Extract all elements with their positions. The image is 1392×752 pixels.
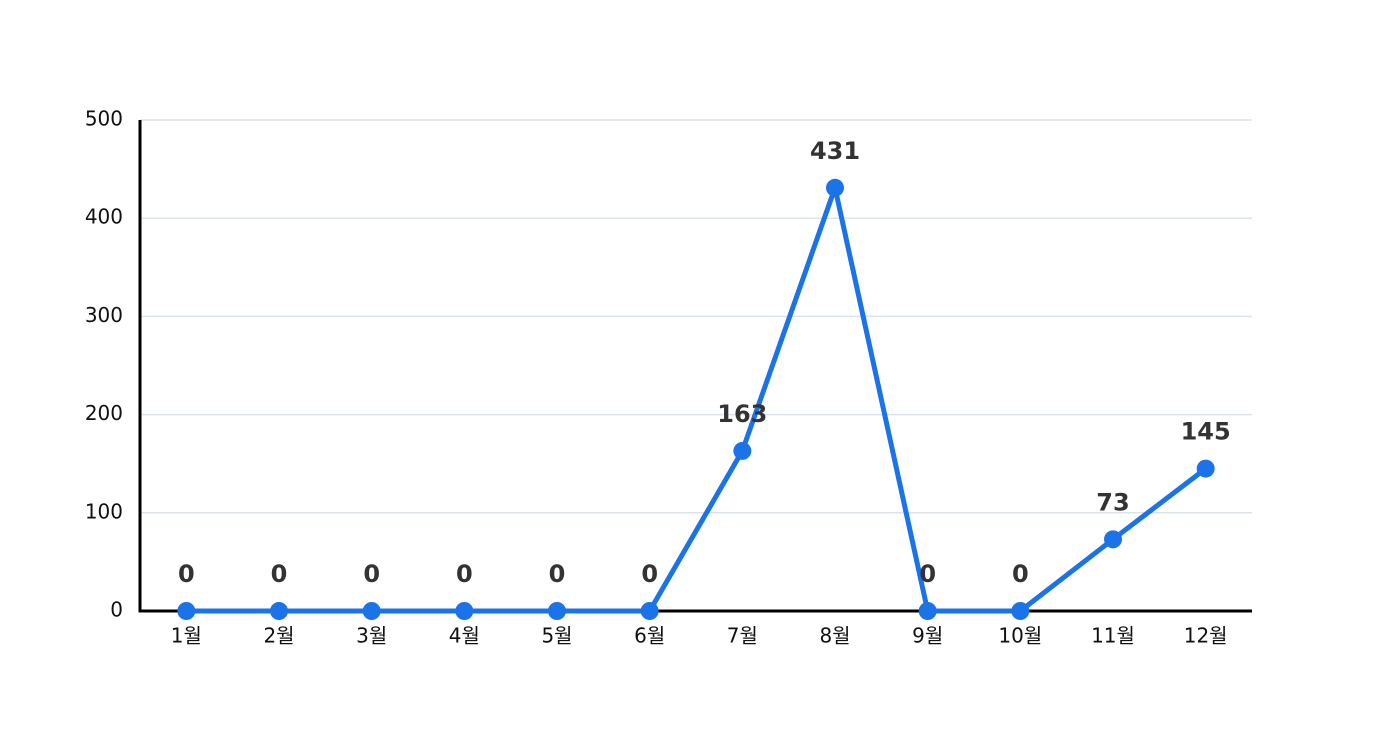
value-label: 0	[549, 560, 566, 588]
value-label: 0	[271, 560, 288, 588]
y-tick-label: 300	[85, 303, 123, 327]
y-tick-label: 100	[85, 499, 123, 523]
value-label: 431	[810, 137, 860, 165]
x-tick-label: 10월	[998, 624, 1042, 648]
data-point	[362, 602, 381, 620]
value-label: 0	[641, 560, 658, 588]
data-point	[177, 602, 196, 620]
data-point	[270, 602, 288, 620]
y-tick-label: 500	[85, 107, 123, 131]
x-tick-label: 1월	[171, 624, 202, 648]
value-label: 0	[456, 560, 473, 588]
x-tick-label: 11월	[1091, 624, 1135, 648]
data-point	[1011, 602, 1030, 620]
data-point	[1104, 530, 1122, 549]
y-tick-label: 0	[110, 598, 123, 622]
value-label: 163	[717, 400, 767, 428]
value-label: 0	[1012, 560, 1029, 588]
y-tick-label: 200	[85, 401, 123, 425]
data-point	[455, 602, 474, 620]
y-tick-label: 400	[85, 205, 123, 229]
value-label: 145	[1181, 418, 1231, 446]
x-tick-label: 2월	[263, 624, 294, 648]
x-tick-label: 7월	[727, 624, 758, 648]
x-tick-label: 9월	[912, 624, 943, 648]
data-point	[826, 178, 844, 197]
data-point	[733, 441, 752, 460]
data-point	[640, 602, 659, 620]
value-label: 0	[919, 560, 936, 588]
data-point	[548, 602, 566, 620]
x-tick-label: 12월	[1184, 624, 1228, 648]
data-point	[1196, 459, 1215, 478]
x-tick-label: 4월	[449, 624, 480, 648]
value-label: 73	[1096, 488, 1129, 516]
x-tick-label: 3월	[356, 624, 387, 648]
value-label: 0	[363, 560, 380, 588]
data-line	[186, 185, 1208, 614]
value-label: 0	[178, 560, 195, 588]
x-tick-label: 8월	[819, 624, 850, 648]
x-tick-label: 6월	[634, 624, 665, 648]
data-point	[918, 602, 937, 620]
x-tick-label: 5월	[541, 624, 572, 648]
